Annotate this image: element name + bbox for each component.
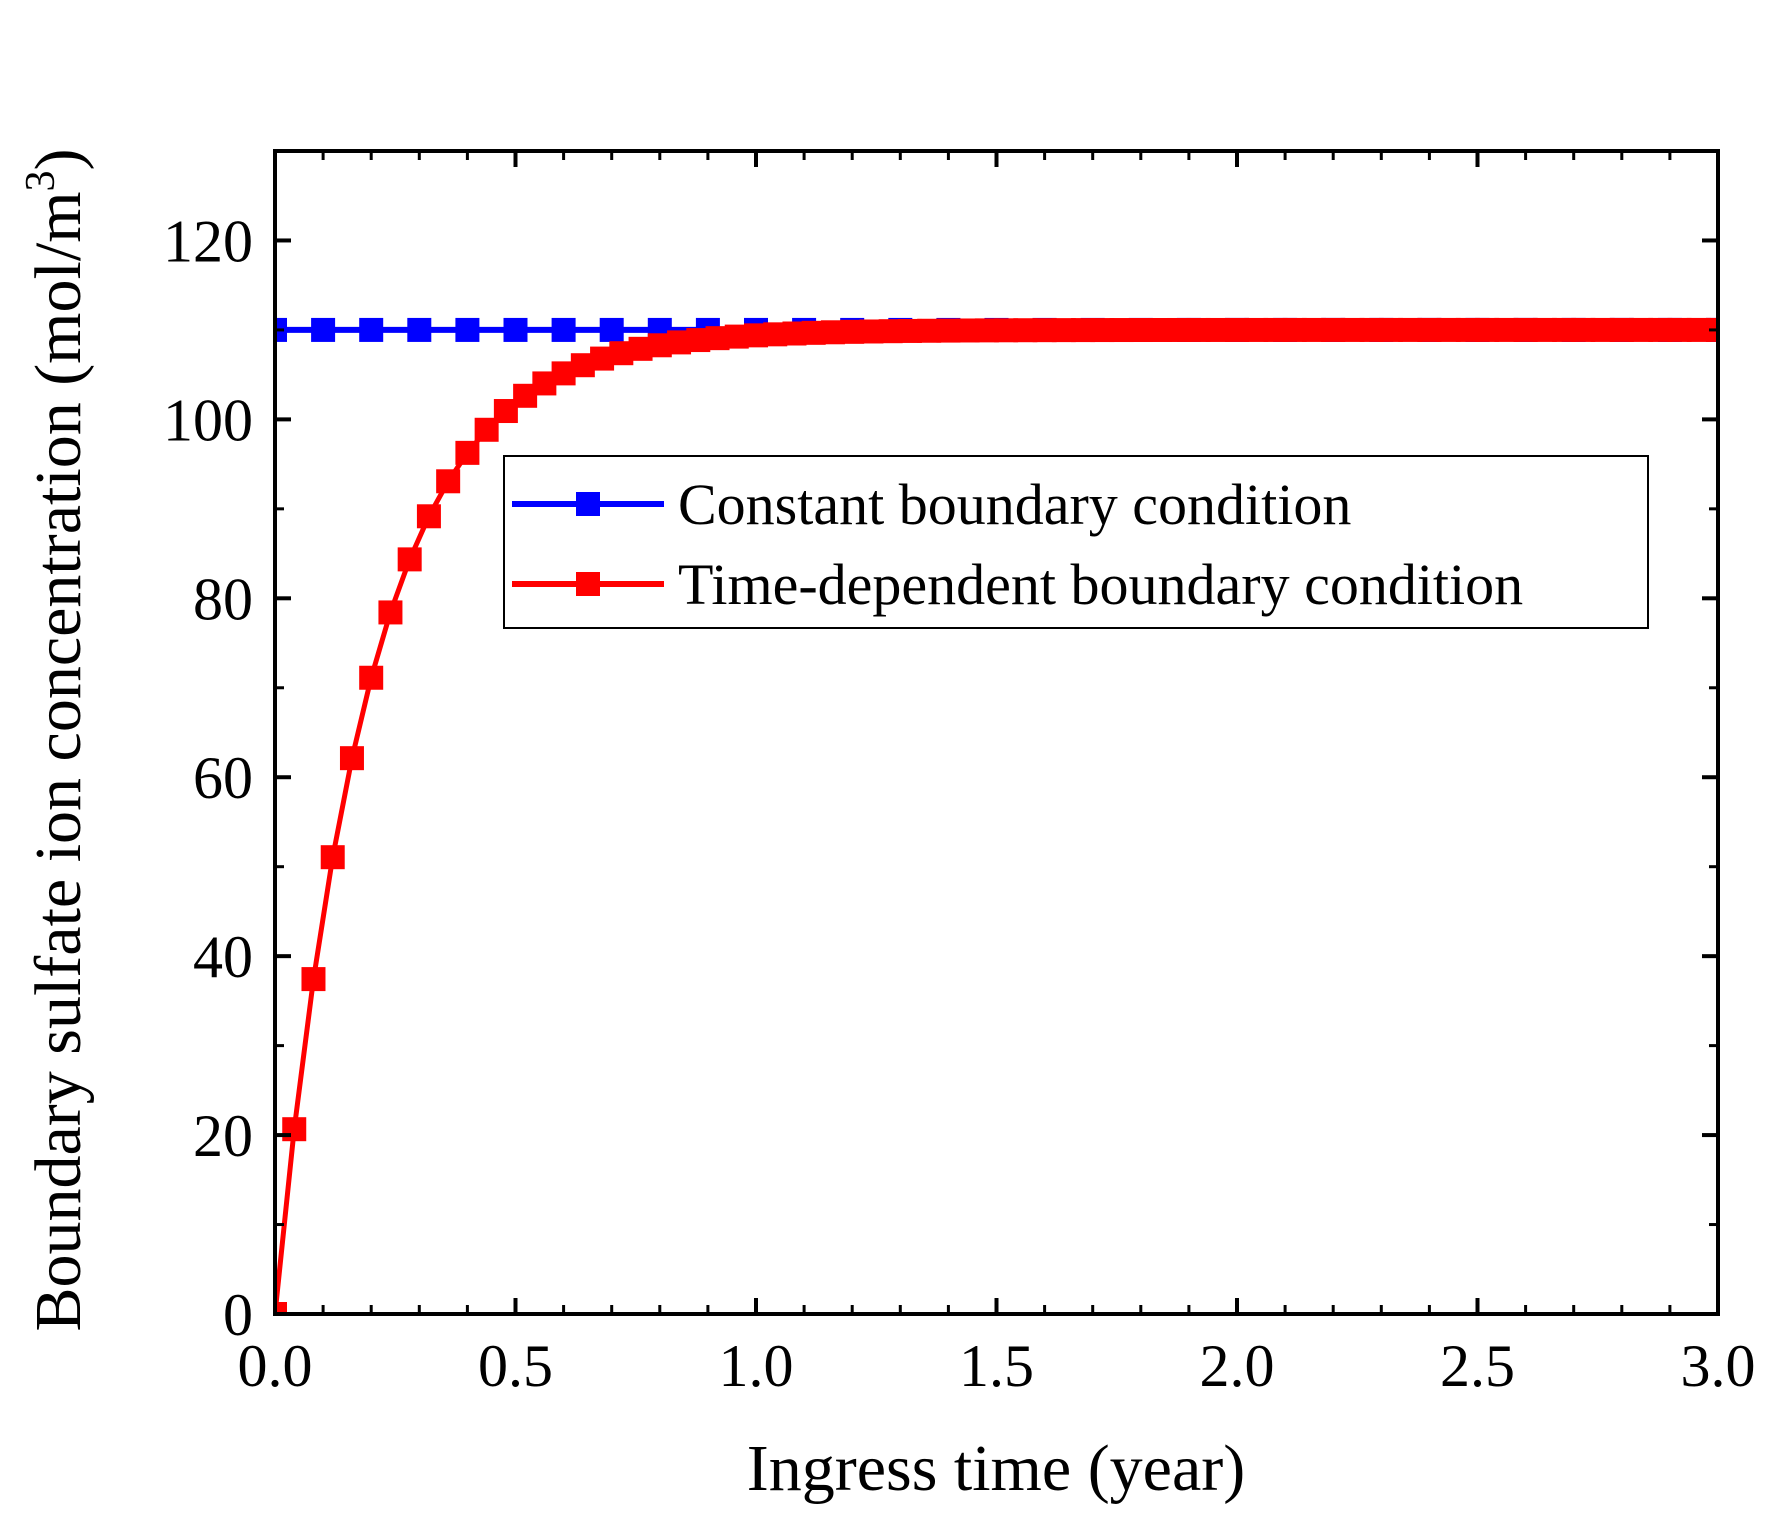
y-axis-title-superscript: 3: [18, 170, 64, 191]
legend-label-constant: Constant boundary condition: [678, 472, 1351, 537]
y-tick-label-2: 40: [193, 924, 253, 990]
constant-series-marker-1: [311, 317, 336, 342]
y-tick-label-5: 100: [163, 387, 253, 453]
y-tick-label-3: 60: [193, 745, 253, 811]
time-dependent-series-marker-0: [275, 1302, 287, 1314]
time-dependent-series-marker-4: [339, 746, 364, 771]
y-tick-label-6: 120: [163, 208, 253, 274]
y-tick-label-0: 0: [223, 1282, 253, 1348]
y-tick-label-1: 20: [193, 1103, 253, 1169]
constant-series-marker-4: [455, 317, 480, 342]
x-tick-label-1: 0.5: [478, 1333, 553, 1399]
constant-series-marker-6: [551, 317, 576, 342]
x-axis-title: Ingress time (year): [747, 1432, 1245, 1505]
time-dependent-series-marker-2: [301, 967, 326, 992]
y-tick-label-4: 80: [193, 566, 253, 632]
plot-area: [275, 317, 1718, 1314]
y-axis-title-close: ): [22, 148, 95, 170]
x-tick-label-4: 2.0: [1200, 1333, 1275, 1399]
x-tick-label-5: 2.5: [1440, 1333, 1515, 1399]
y-axis-title: Boundary sulfate ion concentration (mol/…: [18, 148, 95, 1331]
time-dependent-series-marker-10: [455, 440, 480, 465]
time-dependent-series-marker-6: [378, 600, 403, 625]
time-dependent-series-marker-7: [397, 547, 422, 572]
legend-label-time-dependent: Time-dependent boundary condition: [678, 552, 1523, 617]
constant-series-marker-5: [503, 317, 528, 342]
time-dependent-series-marker-3: [320, 845, 345, 870]
x-tick-label-3: 1.5: [959, 1333, 1034, 1399]
time-dependent-series-marker-1: [282, 1117, 307, 1142]
x-tick-label-2: 1.0: [719, 1333, 794, 1399]
time-dependent-series-marker-9: [436, 469, 461, 494]
legend-box: [503, 455, 1649, 629]
legend: Constant boundary condition Time-depende…: [503, 455, 1649, 629]
x-tick-label-0: 0.0: [238, 1333, 313, 1399]
constant-series-marker-7: [599, 317, 624, 342]
series-group: [275, 317, 1718, 1314]
time-dependent-series-marker-8: [416, 504, 441, 529]
y-axis-title-main: Boundary sulfate ion concentration (mol/…: [22, 191, 95, 1331]
legend-marker-constant: [576, 492, 600, 516]
constant-series-marker-2: [359, 317, 384, 342]
axis-ticks: 0.0 0.5 1.0 1.5 2.0 2.5 3.0 0 20 40 60 80 100 120: [163, 151, 1756, 1399]
constant-series-marker-3: [407, 317, 432, 342]
legend-marker-time-dependent: [576, 572, 600, 596]
time-dependent-series-marker-5: [359, 665, 384, 690]
x-tick-label-6: 3.0: [1681, 1333, 1756, 1399]
